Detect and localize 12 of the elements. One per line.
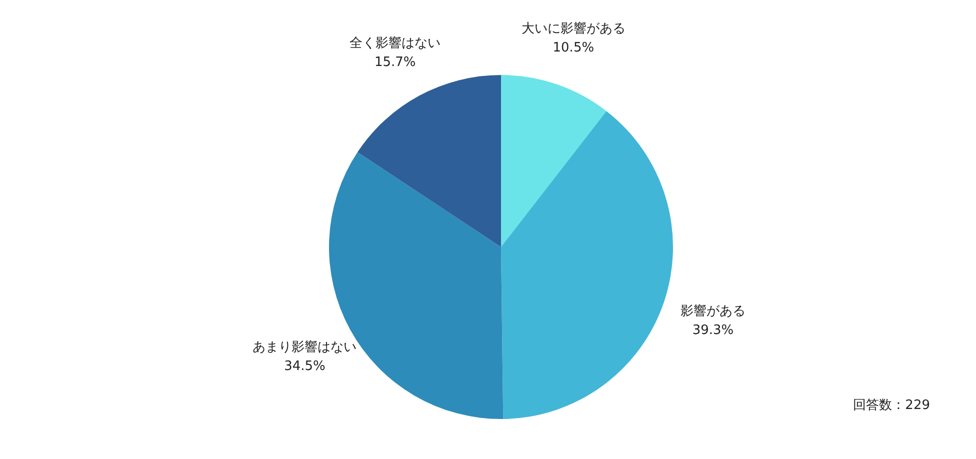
slice-label: 全く影響はない [350,36,441,52]
data-label: 39.3% [692,323,734,338]
pie-slice [501,75,606,247]
data-label: 34.5% [284,359,326,374]
pie-slice [358,75,501,247]
slice-label: 大いに影響がある [521,21,626,36]
slice-label: あまり影響はない [252,340,357,356]
data-label: 10.5% [552,40,594,56]
pie-slice [501,111,673,419]
slice-label: 影響がある [680,304,746,320]
text: 回答数：229 [853,398,930,413]
data-label: 15.7% [374,55,416,70]
